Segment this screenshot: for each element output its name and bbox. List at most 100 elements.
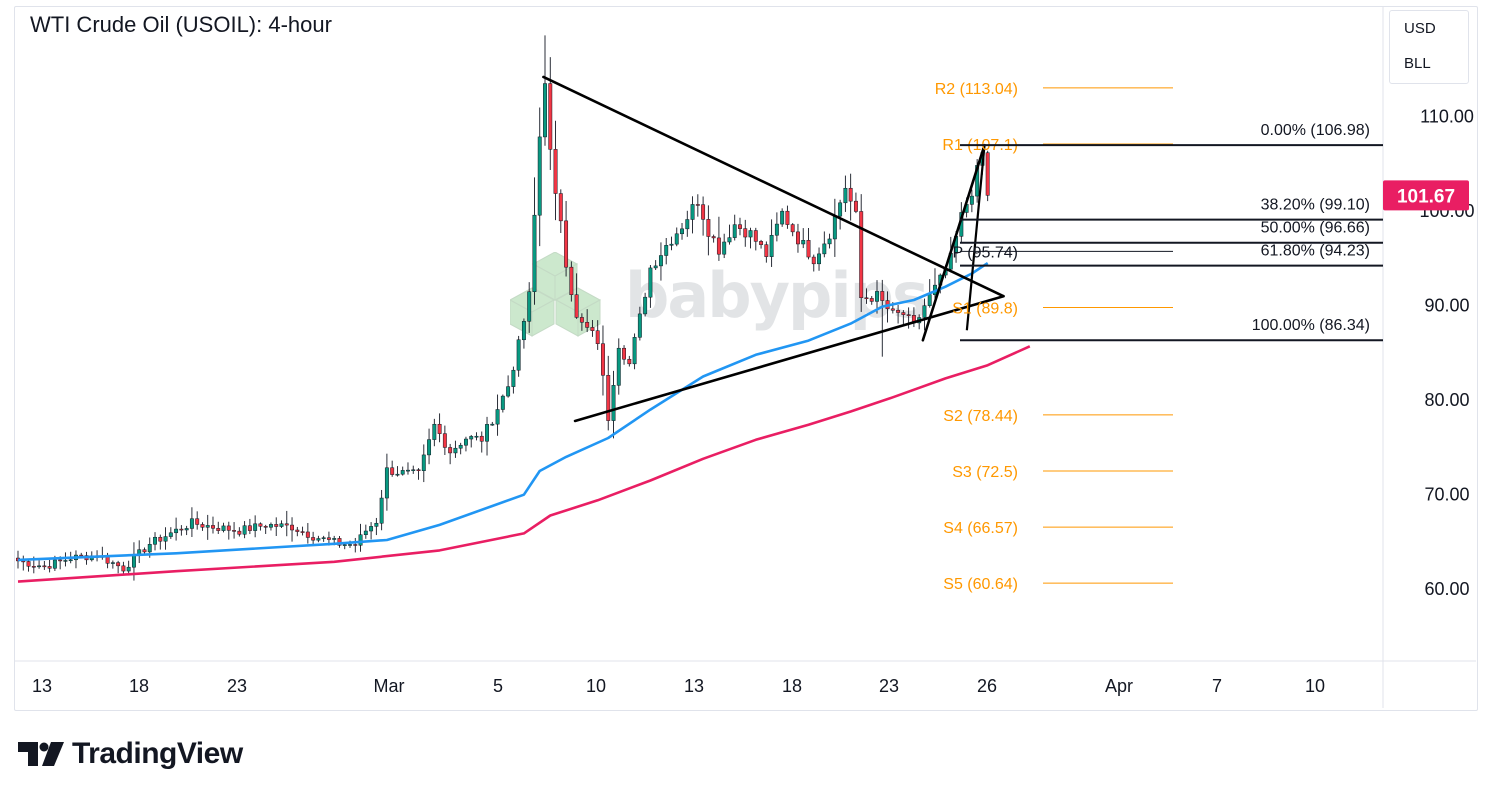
- candle-body: [927, 294, 932, 306]
- last-price-badge: [1383, 180, 1469, 211]
- candle-body: [363, 530, 368, 535]
- candle-body: [664, 245, 669, 256]
- y-tick-label: 90.00: [1424, 296, 1469, 316]
- candle-body: [216, 528, 221, 531]
- candle-body: [801, 240, 806, 245]
- candle-body: [869, 298, 874, 302]
- candle-body: [880, 291, 885, 301]
- candle-body: [253, 523, 258, 531]
- candle-body: [690, 204, 695, 220]
- pivot-label: S2 (78.44): [943, 408, 1018, 425]
- candle-body: [532, 214, 537, 292]
- candle-body: [453, 447, 458, 454]
- tradingview-logo-text: TradingView: [72, 737, 243, 770]
- candle-body: [864, 297, 869, 299]
- trendlines-group: [542, 75, 1005, 423]
- pivot-label: R2 (113.04): [935, 81, 1018, 98]
- tradingview-logo[interactable]: TradingView: [18, 736, 243, 772]
- candle-body: [722, 241, 727, 255]
- candle-body: [648, 267, 653, 298]
- candle-body: [906, 314, 911, 316]
- fib-label: 38.20% (99.10): [1261, 197, 1370, 214]
- candle-body: [753, 230, 758, 242]
- candle-body: [695, 204, 700, 206]
- x-tick-label: 13: [32, 676, 52, 696]
- candle-body: [558, 193, 563, 222]
- candle-body: [585, 321, 590, 328]
- candle-body: [743, 228, 748, 238]
- candle-body: [969, 195, 974, 205]
- candle-body: [232, 530, 237, 532]
- candle-body: [458, 444, 463, 449]
- candle-body: [643, 296, 648, 315]
- candle-body: [627, 358, 632, 365]
- candle-body: [411, 469, 416, 471]
- candle-body: [822, 243, 827, 255]
- candle-body: [326, 537, 331, 540]
- candle-body: [448, 447, 453, 454]
- candle-body: [374, 522, 379, 527]
- candle-body: [706, 219, 711, 237]
- candle-body: [469, 436, 474, 440]
- candle-body: [416, 469, 421, 471]
- candle-body: [817, 253, 821, 265]
- candle-body: [437, 423, 442, 434]
- candle-body: [543, 83, 547, 138]
- candle-body: [300, 531, 305, 533]
- candle-body: [685, 219, 690, 230]
- candle-body: [495, 409, 500, 425]
- candle-body: [369, 526, 374, 532]
- candle-body: [126, 566, 131, 572]
- y-tick-label: 80.00: [1424, 390, 1469, 410]
- candle-body: [348, 544, 352, 546]
- x-tick-label: 23: [879, 676, 899, 696]
- pivot-label: S1 (89.8): [952, 301, 1018, 318]
- candle-body: [332, 538, 337, 540]
- pivot-label: S5 (60.64): [943, 576, 1018, 593]
- candle-body: [121, 565, 126, 572]
- moving-average-slow-line: [17, 345, 1031, 583]
- candle-body: [827, 238, 832, 245]
- candle-body: [516, 339, 521, 371]
- scale-box[interactable]: USD BLL: [1389, 10, 1469, 84]
- candle-body: [195, 518, 200, 525]
- y-tick-label: 70.00: [1424, 485, 1469, 505]
- candle-body: [342, 544, 347, 546]
- candle-body: [637, 313, 642, 338]
- candle-body: [464, 438, 468, 446]
- candle-body: [727, 237, 732, 243]
- candle-body: [63, 560, 68, 562]
- candle-body: [269, 524, 273, 528]
- candle-body: [875, 291, 879, 302]
- y-tick-label: 110.00: [1420, 107, 1474, 127]
- candle-body: [574, 294, 579, 318]
- tradingview-logo-icon: [18, 742, 64, 766]
- candle-body: [985, 152, 990, 196]
- trendline-lower: [573, 294, 1005, 423]
- x-tick-label: 10: [1305, 676, 1325, 696]
- candle-body: [200, 524, 205, 528]
- candle-body: [168, 532, 173, 537]
- candle-body: [601, 343, 605, 376]
- candle-body: [521, 321, 526, 341]
- levels-group: R2 (113.04)R1 (107.1)P (95.74)S1 (89.8)S…: [935, 81, 1383, 593]
- fib-label: 61.80% (94.23): [1261, 243, 1370, 260]
- candle-body: [769, 234, 774, 257]
- x-tick-label: 23: [227, 676, 247, 696]
- candle-body: [237, 530, 242, 535]
- x-tick-label: 18: [129, 676, 149, 696]
- candle-body: [738, 224, 742, 229]
- candle-body: [247, 525, 252, 531]
- candle-body: [632, 337, 637, 365]
- candle-body: [796, 231, 800, 245]
- candle-body: [290, 524, 294, 531]
- candle-body: [316, 538, 321, 541]
- fib-label: 0.00% (106.98): [1261, 122, 1370, 139]
- candle-body: [406, 469, 410, 472]
- candle-body: [811, 256, 816, 265]
- candle-body: [242, 525, 247, 535]
- moving-average-fast-line: [17, 262, 989, 562]
- candle-body: [226, 525, 231, 531]
- candle-body: [890, 308, 895, 311]
